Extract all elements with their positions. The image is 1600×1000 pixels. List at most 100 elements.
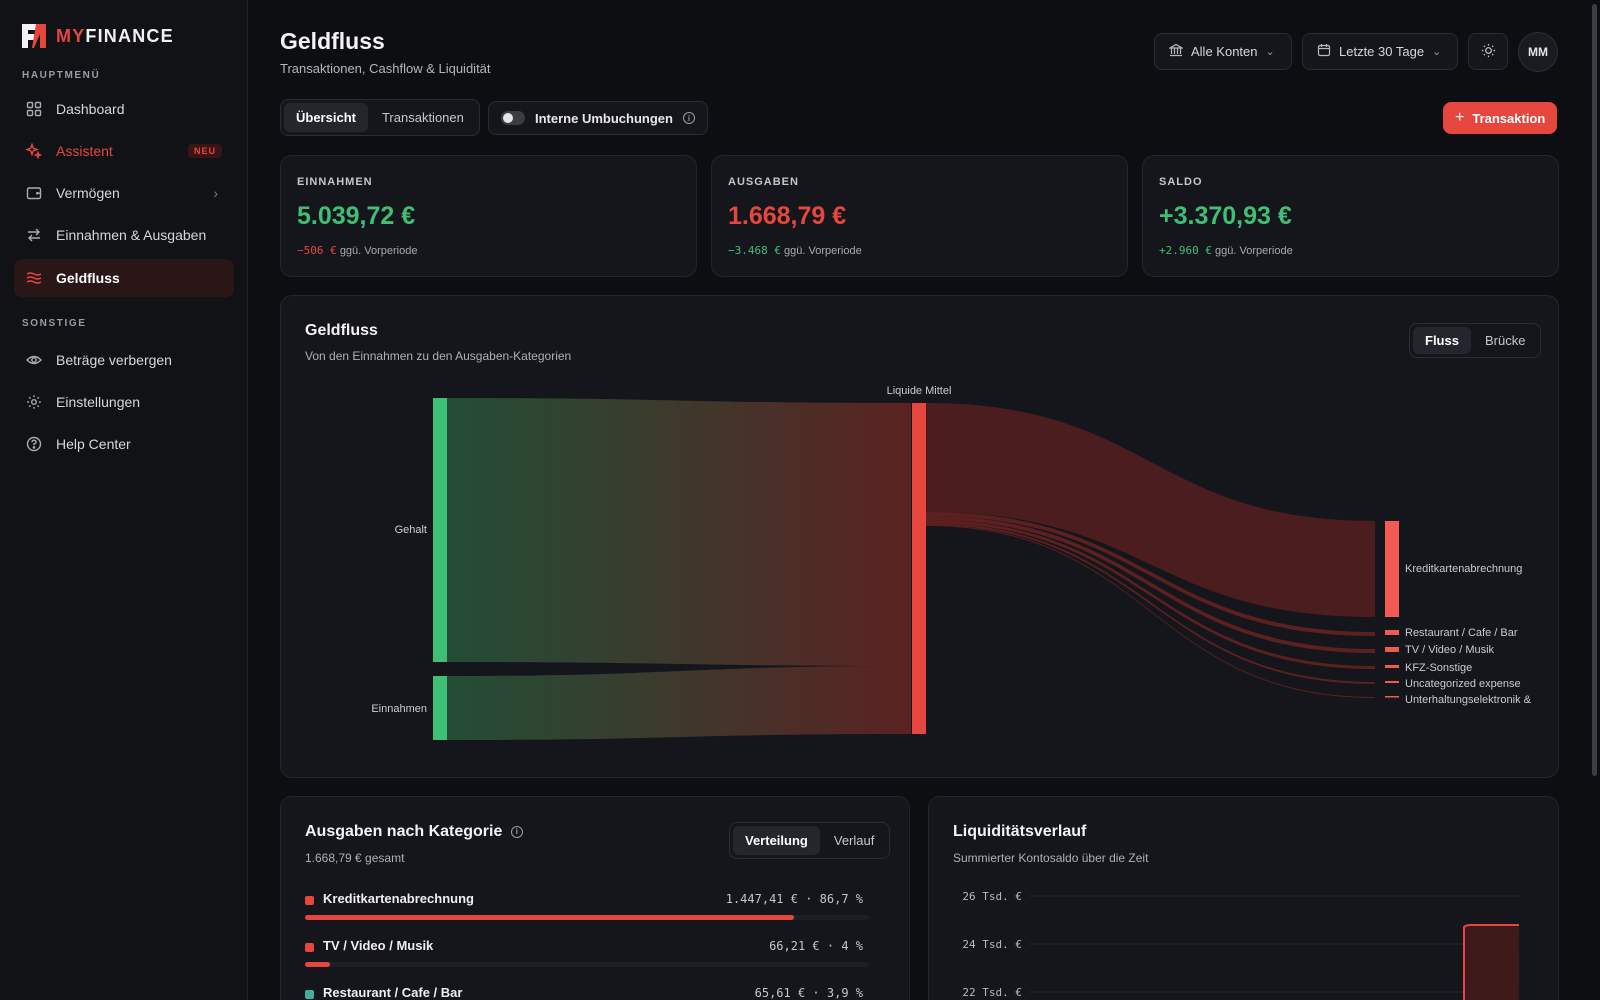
y-tick-label: 26 Tsd. € <box>962 890 1022 903</box>
logo-text-finance: FINANCE <box>85 25 174 46</box>
toggle-switch[interactable] <box>501 111 525 125</box>
eye-icon <box>26 352 42 368</box>
sankey-chart: Gehalt Einnahmen Liquide Mittel Kreditka… <box>371 385 1532 740</box>
sankey-node-tv[interactable] <box>1385 647 1399 652</box>
sankey-label-kfz: KFZ-Sonstige <box>1405 662 1472 674</box>
sidebar-item-help[interactable]: Help Center <box>14 425 234 463</box>
logo-text-my: MY <box>56 25 86 46</box>
sankey-link-electronics <box>926 525 1375 698</box>
liquidity-area <box>1464 925 1519 1000</box>
sidebar-item-assets[interactable]: Vermögen › <box>14 174 234 212</box>
categories-title: Ausgaben nach Kategorie <box>305 823 503 840</box>
sidebar-item-hide-amounts[interactable]: Beträge verbergen <box>14 341 234 379</box>
info-icon[interactable]: i <box>682 112 695 124</box>
period-filter-dropdown[interactable]: Letzte 30 Tage ⌄ <box>1302 33 1458 70</box>
help-circle-icon <box>26 436 42 452</box>
calendar-icon <box>1317 43 1331 60</box>
category-bar-track <box>305 962 869 967</box>
user-avatar[interactable]: MM <box>1518 32 1558 72</box>
page-subtitle: Transaktionen, Cashflow & Liquidität <box>280 61 491 76</box>
sidebar-item-label: Beträge verbergen <box>56 352 172 368</box>
scrollbar-thumb[interactable] <box>1592 4 1597 776</box>
mode-flow[interactable]: Fluss <box>1413 327 1471 354</box>
sankey-node-electronics[interactable] <box>1385 696 1399 698</box>
account-filter-dropdown[interactable]: Alle Konten ⌄ <box>1154 33 1292 70</box>
page-title: Geldfluss <box>280 28 385 54</box>
sankey-link-uncategorized <box>926 523 1375 684</box>
sankey-subtitle: Von den Einnahmen zu den Ausgaben-Katego… <box>305 349 572 363</box>
sankey-link-einnahmen <box>447 666 911 740</box>
sidebar-item-settings[interactable]: Einstellungen <box>14 383 234 421</box>
sankey-node-kreditkarte[interactable] <box>1385 521 1399 617</box>
cashflow-sankey-card: Geldfluss Von den Einnahmen zu den Ausga… <box>280 295 1559 778</box>
logo-icon <box>22 24 46 48</box>
y-tick-label: 24 Tsd. € <box>962 938 1022 951</box>
sidebar-item-cashflow[interactable]: Geldfluss <box>14 259 234 297</box>
kpi-value: +3.370,93 € <box>1159 202 1292 230</box>
sidebar-item-income-expenses[interactable]: Einnahmen & Ausgaben <box>14 216 234 254</box>
sankey-link-restaurant <box>926 512 1375 636</box>
kpi-delta-suffix: ggü. Vorperiode <box>1215 245 1293 257</box>
new-badge: NEU <box>187 144 222 158</box>
sidebar: MYFINANCE HAUPTMENÜ Dashboard Assistent … <box>0 0 248 1000</box>
category-name: Kreditkartenabrechnung <box>323 891 474 906</box>
chevron-down-icon: ⌄ <box>1265 46 1275 58</box>
sidebar-item-label: Vermögen <box>56 185 120 201</box>
sankey-label-einnahmen: Einnahmen <box>371 703 427 715</box>
sankey-node-restaurant[interactable] <box>1385 630 1399 635</box>
category-name: TV / Video / Musik <box>323 938 434 953</box>
sankey-node-liquid[interactable] <box>912 403 926 734</box>
sidebar-item-label: Help Center <box>56 436 131 452</box>
theme-toggle-button[interactable] <box>1468 33 1508 70</box>
category-name: Restaurant / Cafe / Bar <box>323 985 463 1000</box>
wallet-icon <box>26 185 42 201</box>
mode-bridge[interactable]: Brücke <box>1484 333 1526 348</box>
kpi-label: AUSGABEN <box>728 176 799 188</box>
kpi-card-balance: SALDO +3.370,93 € +2.960 € ggü. Vorperio… <box>1142 155 1559 277</box>
add-transaction-button[interactable]: + Transaktion <box>1443 102 1558 134</box>
sankey-title: Geldfluss <box>305 322 378 339</box>
category-color-dot <box>305 990 314 999</box>
internal-transfers-toggle[interactable]: Interne Umbuchungen i <box>488 101 708 135</box>
sankey-link-kreditkarte <box>926 403 1375 617</box>
chevron-right-icon: › <box>213 185 218 201</box>
kpi-delta: −3.468 € <box>728 244 781 257</box>
sankey-mode-toggle: Fluss Brücke <box>1409 323 1542 358</box>
category-bar-track <box>305 915 869 920</box>
bank-icon <box>1167 43 1185 60</box>
categories-mode-toggle: Verteilung Verlauf <box>729 822 891 859</box>
waves-icon <box>26 270 42 286</box>
sankey-label-electronics: Unterhaltungselektronik & <box>1405 694 1532 706</box>
liquidity-card: Liquiditätsverlauf Summierter Kontosaldo… <box>928 796 1559 1000</box>
category-value: 1.447,41 € · 86,7 % <box>725 892 863 906</box>
category-value: 66,21 € · 4 % <box>769 939 863 953</box>
view-tabs: Übersicht Transaktionen <box>280 99 480 136</box>
page-scrollbar[interactable] <box>1590 0 1600 1000</box>
sankey-node-einnahmen[interactable] <box>433 676 447 740</box>
tab-transactions[interactable]: Transaktionen <box>381 110 464 125</box>
liquidity-title: Liquiditätsverlauf <box>953 823 1087 840</box>
account-filter-label: Alle Konten <box>1191 44 1258 59</box>
chevron-down-icon: ⌄ <box>1432 46 1442 58</box>
kpi-delta: −506 € <box>297 244 337 257</box>
sun-icon <box>1481 43 1496 61</box>
sankey-label-liquid: Liquide Mittel <box>887 385 952 397</box>
section-label-other: SONSTIGE <box>22 318 87 329</box>
tab-overview[interactable]: Übersicht <box>284 103 368 132</box>
info-icon[interactable]: i <box>510 825 523 838</box>
sparkles-icon <box>26 143 42 159</box>
kpi-delta-suffix: ggü. Vorperiode <box>339 245 418 257</box>
sankey-node-kfz[interactable] <box>1385 665 1399 668</box>
sankey-node-gehalt[interactable] <box>433 398 447 662</box>
mode-distribution[interactable]: Verteilung <box>733 826 820 855</box>
internal-transfers-label: Interne Umbuchungen <box>535 110 673 126</box>
kpi-delta: +2.960 € <box>1159 244 1212 257</box>
category-bar-fill <box>305 962 331 967</box>
app-logo[interactable]: MYFINANCE <box>20 22 174 50</box>
mode-history[interactable]: Verlauf <box>833 833 875 848</box>
category-value: 65,61 € · 3,9 % <box>754 986 863 1000</box>
sidebar-item-dashboard[interactable]: Dashboard <box>14 90 234 128</box>
sankey-node-uncategorized[interactable] <box>1385 681 1399 683</box>
sidebar-item-assistant[interactable]: Assistent NEU <box>14 132 234 170</box>
sidebar-item-label: Einnahmen & Ausgaben <box>56 227 207 243</box>
